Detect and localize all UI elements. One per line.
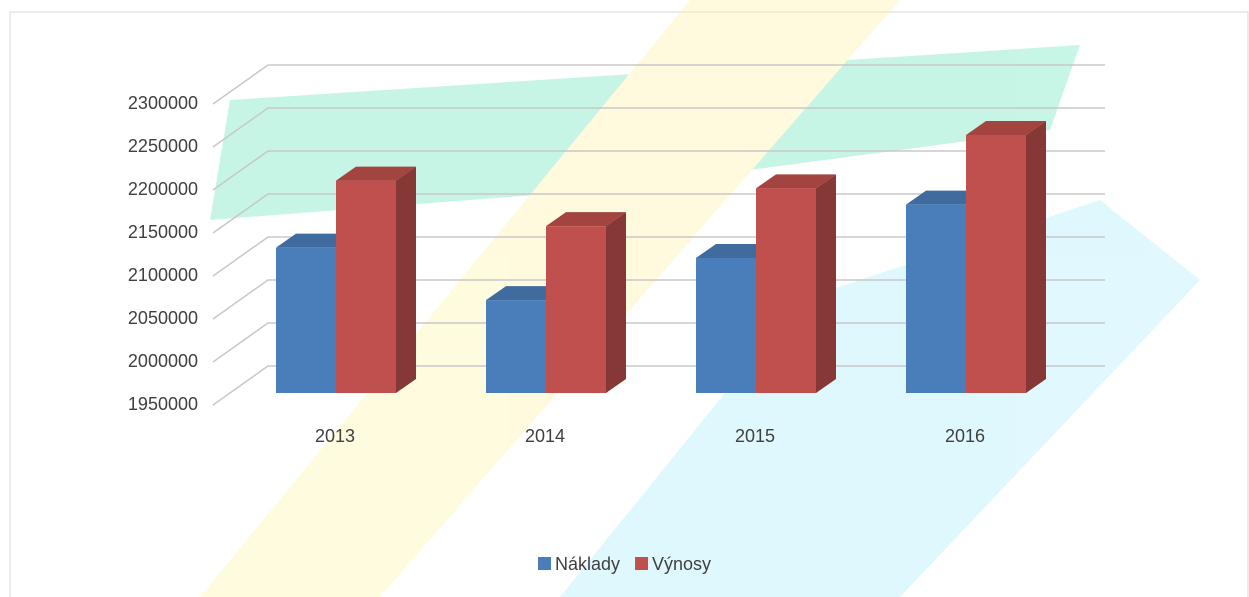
legend-swatch (635, 557, 648, 570)
y-tick-label: 2150000 (128, 222, 198, 242)
y-tick-label: 2100000 (128, 265, 198, 285)
x-tick-label: 2014 (525, 426, 565, 446)
x-tick-label: 2016 (945, 426, 985, 446)
bar-front (906, 205, 966, 393)
bar-front (336, 181, 396, 393)
x-tick-label: 2013 (315, 426, 355, 446)
legend-label: Výnosy (652, 554, 711, 574)
bar-front (276, 248, 336, 393)
x-tick-label: 2015 (735, 426, 775, 446)
bar-side (606, 212, 626, 393)
bar (546, 212, 626, 393)
y-tick-label: 2200000 (128, 179, 198, 199)
bar-side (816, 174, 836, 393)
bar (756, 174, 836, 393)
bar-front (966, 135, 1026, 393)
bar (966, 121, 1046, 393)
y-tick-label: 1950000 (128, 394, 198, 414)
bar-side (1026, 121, 1046, 393)
y-tick-label: 2000000 (128, 351, 198, 371)
bar-side (396, 167, 416, 393)
legend-label: Náklady (555, 554, 620, 574)
bar-front (486, 300, 546, 393)
bar-front (756, 188, 816, 393)
y-tick-label: 2050000 (128, 308, 198, 328)
chart: 1950000 2000000 2050000 2100000 2150000 22000… (0, 0, 1249, 597)
y-tick-label: 2250000 (128, 136, 198, 156)
bar (336, 167, 416, 393)
legend-swatch (538, 557, 551, 570)
bar-front (546, 226, 606, 393)
y-tick-label: 2300000 (128, 93, 198, 113)
bar-front (696, 258, 756, 393)
